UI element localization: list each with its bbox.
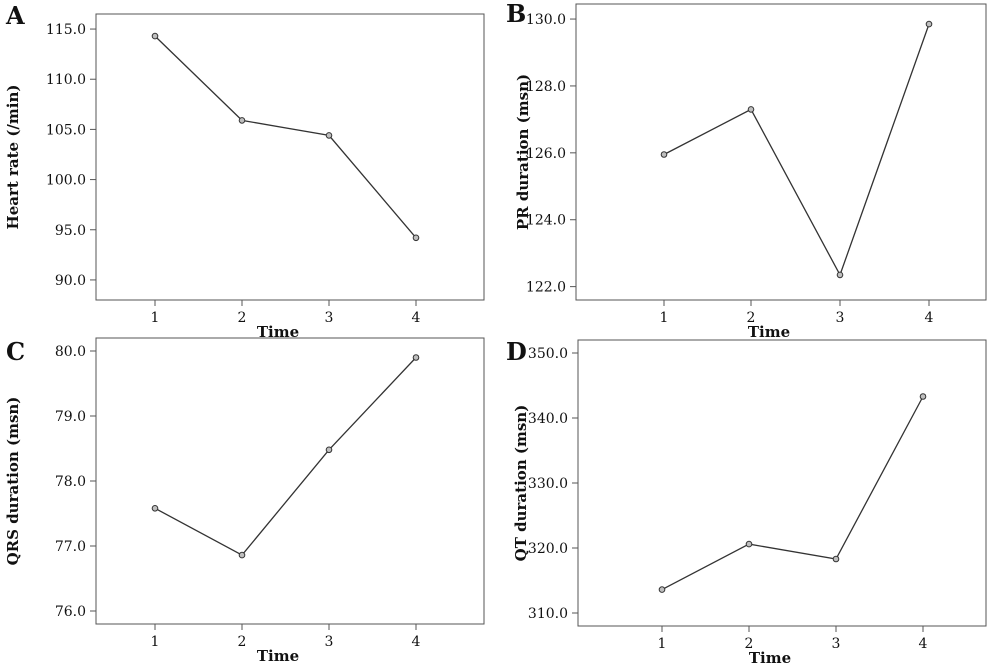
panel-letter: D [506,337,527,366]
x-tick-label: 1 [658,636,667,652]
x-axis-label: Time [257,323,299,341]
panel-letter: B [506,0,526,28]
panel-letter: A [5,1,25,30]
chart-panel-b: B 122.0 124.0 126.0 128.0 130.0 1 2 3 4 Time PR dur… [506,0,987,341]
series-line [154,357,417,556]
data-point [412,234,420,242]
y-axis-label: QRS duration (msn) [4,397,22,566]
x-tick-label: 1 [660,310,669,326]
x-tick-label: 2 [238,310,247,326]
plot-frame [575,3,987,301]
y-tick-label: 79.0 [55,409,86,425]
y-tick-label: 126.0 [526,146,566,162]
x-tick-label: 4 [925,310,934,326]
data-point [836,271,844,279]
data-point [238,117,246,124]
data-point [745,540,753,548]
series-line [661,396,924,591]
y-tick-label: 320.0 [528,541,568,557]
x-tick-label: 1 [151,310,160,326]
x-tick-label: 1 [151,634,160,650]
chart-panel-a: A 90.0 95.0 100.0 105.0 110.0 115.0 1 2 3 4 Time Hea… [4,1,485,341]
x-tick-label: 2 [745,636,754,652]
y-tick-label: 105.0 [46,122,86,138]
y-tick-label: 80.0 [55,344,86,360]
x-tick-label: 4 [412,634,421,650]
chart-panel-d: D 310.0 320.0 330.0 340.0 350.0 1 2 3 4 Time QT dur… [506,337,987,667]
data-point [925,20,933,28]
y-axis-label: PR duration (msn) [514,74,532,230]
y-tick-label: 115.0 [46,22,86,38]
y-tick-label: 128.0 [526,79,566,95]
data-point [238,551,246,559]
y-axis-label: QT duration (msn) [512,405,530,562]
y-tick-label: 350.0 [528,346,568,362]
x-tick-label: 2 [238,634,247,650]
y-tick-label: 310.0 [528,606,568,622]
x-tick-label: 3 [836,310,845,326]
data-point [660,151,668,158]
plot-frame [95,337,485,625]
y-tick-label: 124.0 [526,213,566,229]
data-point [919,393,927,400]
y-tick-label: 95.0 [55,223,86,239]
x-axis-label: Time [749,649,791,667]
y-tick-label: 122.0 [526,280,566,296]
y-axis-label: Heart rate (/min) [4,85,22,230]
x-tick-label: 3 [325,634,334,650]
y-tick-label: 330.0 [528,476,568,492]
y-tick-label: 130.0 [526,12,566,28]
x-tick-label: 3 [832,636,841,652]
y-tick-label: 90.0 [55,273,86,289]
y-tick-label: 100.0 [46,173,86,189]
series-line [154,35,417,239]
x-tick-label: 2 [747,310,756,326]
chart-panel-c: C 76.0 77.0 78.0 79.0 80.0 1 2 3 4 Time QRS duratio… [4,337,485,665]
y-tick-label: 340.0 [528,411,568,427]
x-tick-label: 4 [919,636,928,652]
y-tick-label: 110.0 [46,72,86,88]
panel-letter: C [6,337,25,366]
x-axis-label: Time [257,647,299,665]
data-point [325,446,333,454]
x-axis-label: Time [748,323,790,341]
series-line [663,23,930,277]
plot-frame [95,13,485,301]
data-point [747,106,755,113]
x-tick-label: 4 [412,310,421,326]
data-point [658,586,666,593]
y-tick-label: 76.0 [55,604,86,620]
data-point [412,354,420,361]
y-tick-label: 77.0 [55,539,86,555]
y-tick-label: 78.0 [55,474,86,490]
data-point [325,132,333,139]
data-point [832,555,840,563]
data-point [151,32,159,40]
data-point [151,505,159,512]
plot-frame [577,339,987,627]
x-tick-label: 3 [325,310,334,326]
